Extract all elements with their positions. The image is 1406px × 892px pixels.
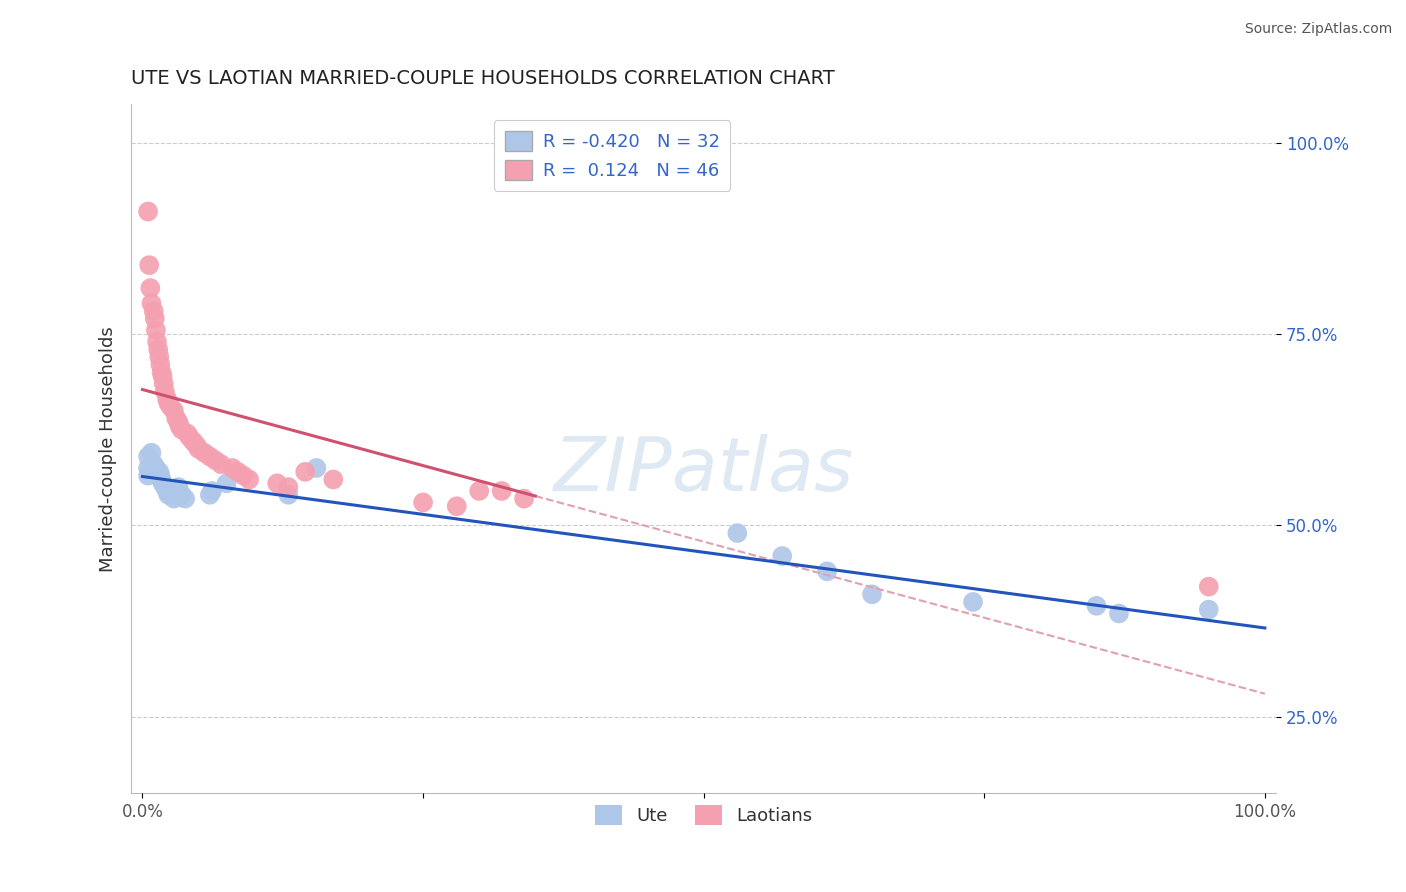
Point — [145, 323, 167, 337]
Point — [226, 465, 249, 479]
Legend: Ute, Laotians: Ute, Laotians — [588, 798, 820, 832]
Point — [238, 473, 260, 487]
Point — [322, 473, 344, 487]
Point — [157, 488, 180, 502]
Point — [141, 445, 163, 459]
Point — [157, 396, 180, 410]
Point — [165, 411, 187, 425]
Point — [153, 384, 176, 399]
Point — [136, 461, 159, 475]
Point — [215, 476, 238, 491]
Point — [163, 491, 186, 506]
Point — [491, 483, 513, 498]
Point — [770, 549, 793, 563]
Point — [294, 465, 316, 479]
Point — [204, 453, 226, 467]
Point — [962, 595, 984, 609]
Point — [198, 488, 221, 502]
Point — [860, 587, 883, 601]
Point — [146, 334, 169, 349]
Point — [156, 392, 179, 406]
Point — [513, 491, 536, 506]
Point — [181, 434, 204, 449]
Point — [136, 468, 159, 483]
Point — [193, 445, 215, 459]
Point — [148, 350, 170, 364]
Point — [209, 457, 232, 471]
Point — [174, 491, 197, 506]
Point — [176, 426, 198, 441]
Point — [221, 461, 243, 475]
Point — [159, 400, 181, 414]
Point — [142, 304, 165, 318]
Point — [179, 430, 201, 444]
Point — [187, 442, 209, 456]
Point — [143, 311, 166, 326]
Point — [138, 258, 160, 272]
Point — [170, 488, 193, 502]
Point — [139, 281, 162, 295]
Point — [1198, 580, 1220, 594]
Point — [149, 358, 172, 372]
Point — [150, 365, 173, 379]
Point — [163, 403, 186, 417]
Point — [167, 480, 190, 494]
Point — [152, 376, 174, 391]
Point — [159, 483, 181, 498]
Point — [305, 461, 328, 475]
Point — [152, 369, 174, 384]
Point — [815, 565, 838, 579]
Point — [1085, 599, 1108, 613]
Point — [156, 483, 179, 498]
Point — [142, 457, 165, 471]
Point — [148, 343, 170, 357]
Point — [725, 526, 748, 541]
Point — [277, 488, 299, 502]
Text: ZIPatlas: ZIPatlas — [554, 434, 853, 506]
Point — [169, 418, 191, 433]
Point — [148, 465, 170, 479]
Y-axis label: Married-couple Households: Married-couple Households — [100, 326, 117, 572]
Point — [136, 450, 159, 464]
Point — [266, 476, 288, 491]
Point — [201, 483, 224, 498]
Point — [145, 461, 167, 475]
Point — [277, 480, 299, 494]
Point — [232, 468, 254, 483]
Point — [412, 495, 434, 509]
Text: UTE VS LAOTIAN MARRIED-COUPLE HOUSEHOLDS CORRELATION CHART: UTE VS LAOTIAN MARRIED-COUPLE HOUSEHOLDS… — [131, 69, 835, 87]
Point — [198, 450, 221, 464]
Point — [136, 204, 159, 219]
Point — [1108, 607, 1130, 621]
Point — [468, 483, 491, 498]
Point — [186, 438, 208, 452]
Point — [167, 415, 190, 429]
Point — [149, 468, 172, 483]
Point — [170, 423, 193, 437]
Point — [1198, 602, 1220, 616]
Point — [150, 473, 173, 487]
Point — [446, 500, 468, 514]
Point — [153, 480, 176, 494]
Point — [141, 296, 163, 310]
Text: Source: ZipAtlas.com: Source: ZipAtlas.com — [1244, 22, 1392, 37]
Point — [152, 476, 174, 491]
Point — [165, 488, 187, 502]
